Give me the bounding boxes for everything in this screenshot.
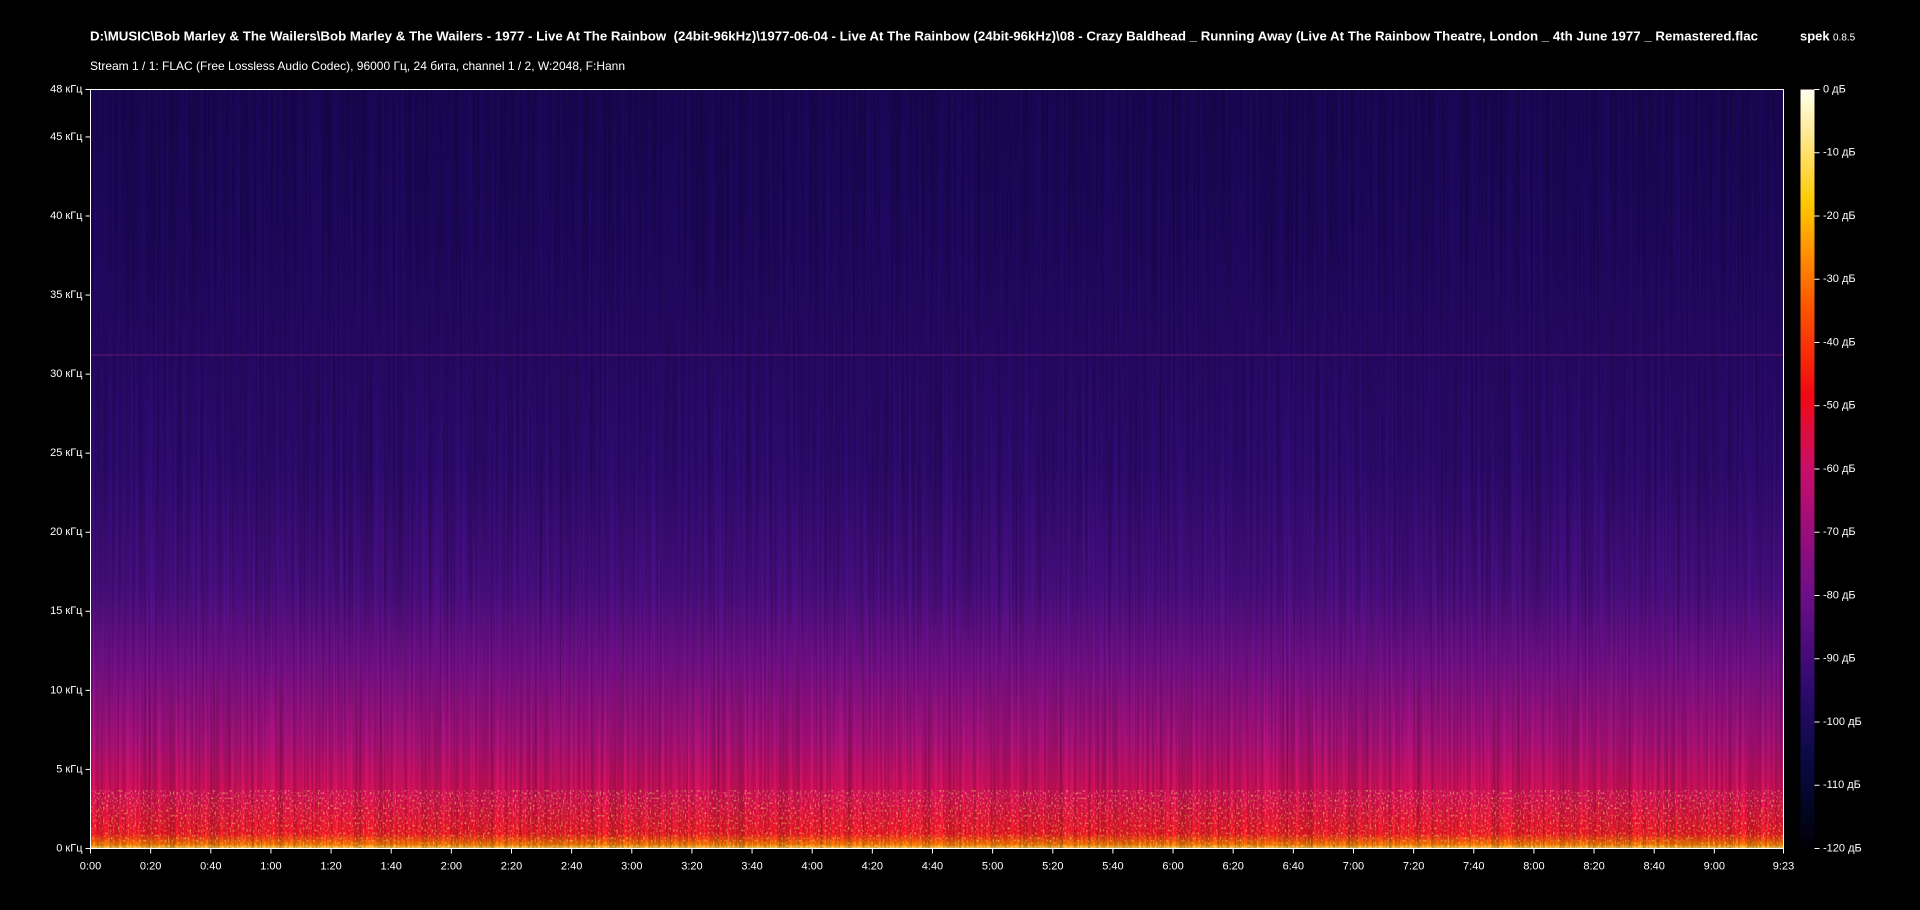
x-tick-label: 5:00 <box>982 860 1003 872</box>
x-tick-label: 7:40 <box>1463 860 1484 872</box>
plot-frame <box>90 89 1784 849</box>
colorbar-tick-label: -100 дБ <box>1823 716 1862 728</box>
x-tick-label: 1:00 <box>260 860 281 872</box>
x-tick-label: 8:00 <box>1523 860 1544 872</box>
x-tick-label: 9:23 <box>1773 860 1794 872</box>
file-path-title: D:\MUSIC\Bob Marley & The Wailers\Bob Ma… <box>90 28 1758 43</box>
app-name: spek <box>1800 28 1830 43</box>
y-tick-label: 10 кГц <box>50 684 83 696</box>
x-tick-label: 0:20 <box>140 860 161 872</box>
x-tick-label: 6:20 <box>1222 860 1243 872</box>
x-tick-label: 3:40 <box>741 860 762 872</box>
x-tick-label: 6:00 <box>1162 860 1183 872</box>
colorbar-tick-label: -90 дБ <box>1823 653 1856 665</box>
x-tick-label: 7:20 <box>1403 860 1424 872</box>
x-tick-label: 5:40 <box>1102 860 1123 872</box>
x-tick-label: 3:20 <box>681 860 702 872</box>
spectrogram <box>90 89 1784 849</box>
level-colorbar <box>1800 89 1815 849</box>
colorbar-tick-label: -40 дБ <box>1823 336 1856 348</box>
x-tick-label: 9:00 <box>1704 860 1725 872</box>
stream-info: Stream 1 / 1: FLAC (Free Lossless Audio … <box>90 59 625 73</box>
x-tick-label: 1:20 <box>320 860 341 872</box>
colorbar-tick-label: -110 дБ <box>1823 779 1861 791</box>
x-tick-label: 2:20 <box>501 860 522 872</box>
colorbar-tick-label: -50 дБ <box>1823 400 1856 412</box>
x-tick-label: 4:00 <box>801 860 822 872</box>
y-tick-label: 25 кГц <box>50 447 83 459</box>
y-tick-label: 0 кГц <box>56 842 83 854</box>
app-version: 0.8.5 <box>1833 33 1856 44</box>
x-tick-label: 8:40 <box>1643 860 1664 872</box>
y-tick-label: 30 кГц <box>50 368 83 380</box>
x-tick-label: 2:40 <box>561 860 582 872</box>
y-tick-label: 5 кГц <box>56 763 83 775</box>
y-tick-label: 40 кГц <box>50 210 83 222</box>
y-tick-label: 15 кГц <box>50 605 83 617</box>
x-tick-label: 4:20 <box>862 860 883 872</box>
colorbar-tick-label: -60 дБ <box>1823 463 1856 475</box>
x-tick-label: 0:00 <box>80 860 101 872</box>
x-tick-label: 3:00 <box>621 860 642 872</box>
spectrogram-peaks <box>90 790 1784 848</box>
spectrogram-texture <box>90 89 1784 849</box>
colorbar-tick-label: -70 дБ <box>1823 526 1856 538</box>
x-tick-label: 1:40 <box>380 860 401 872</box>
y-tick-label: 45 кГц <box>50 131 83 143</box>
y-tick-label: 48 кГц <box>50 83 83 95</box>
x-tick-label: 7:00 <box>1343 860 1364 872</box>
x-tick-label: 2:00 <box>441 860 462 872</box>
x-tick-label: 5:20 <box>1042 860 1063 872</box>
colorbar-tick-label: -120 дБ <box>1823 842 1862 854</box>
x-tick-label: 6:40 <box>1283 860 1304 872</box>
colorbar-tick-label: -30 дБ <box>1823 273 1856 285</box>
colorbar-tick-label: 0 дБ <box>1823 83 1846 95</box>
colorbar-tick-label: -20 дБ <box>1823 210 1856 222</box>
colorbar-tick-label: -10 дБ <box>1823 147 1856 159</box>
colorbar-tick-label: -80 дБ <box>1823 589 1856 601</box>
x-tick-label: 0:40 <box>200 860 221 872</box>
y-tick-label: 20 кГц <box>50 526 83 538</box>
y-tick-label: 35 кГц <box>50 289 83 301</box>
x-tick-label: 8:20 <box>1583 860 1604 872</box>
x-tick-label: 4:40 <box>922 860 943 872</box>
